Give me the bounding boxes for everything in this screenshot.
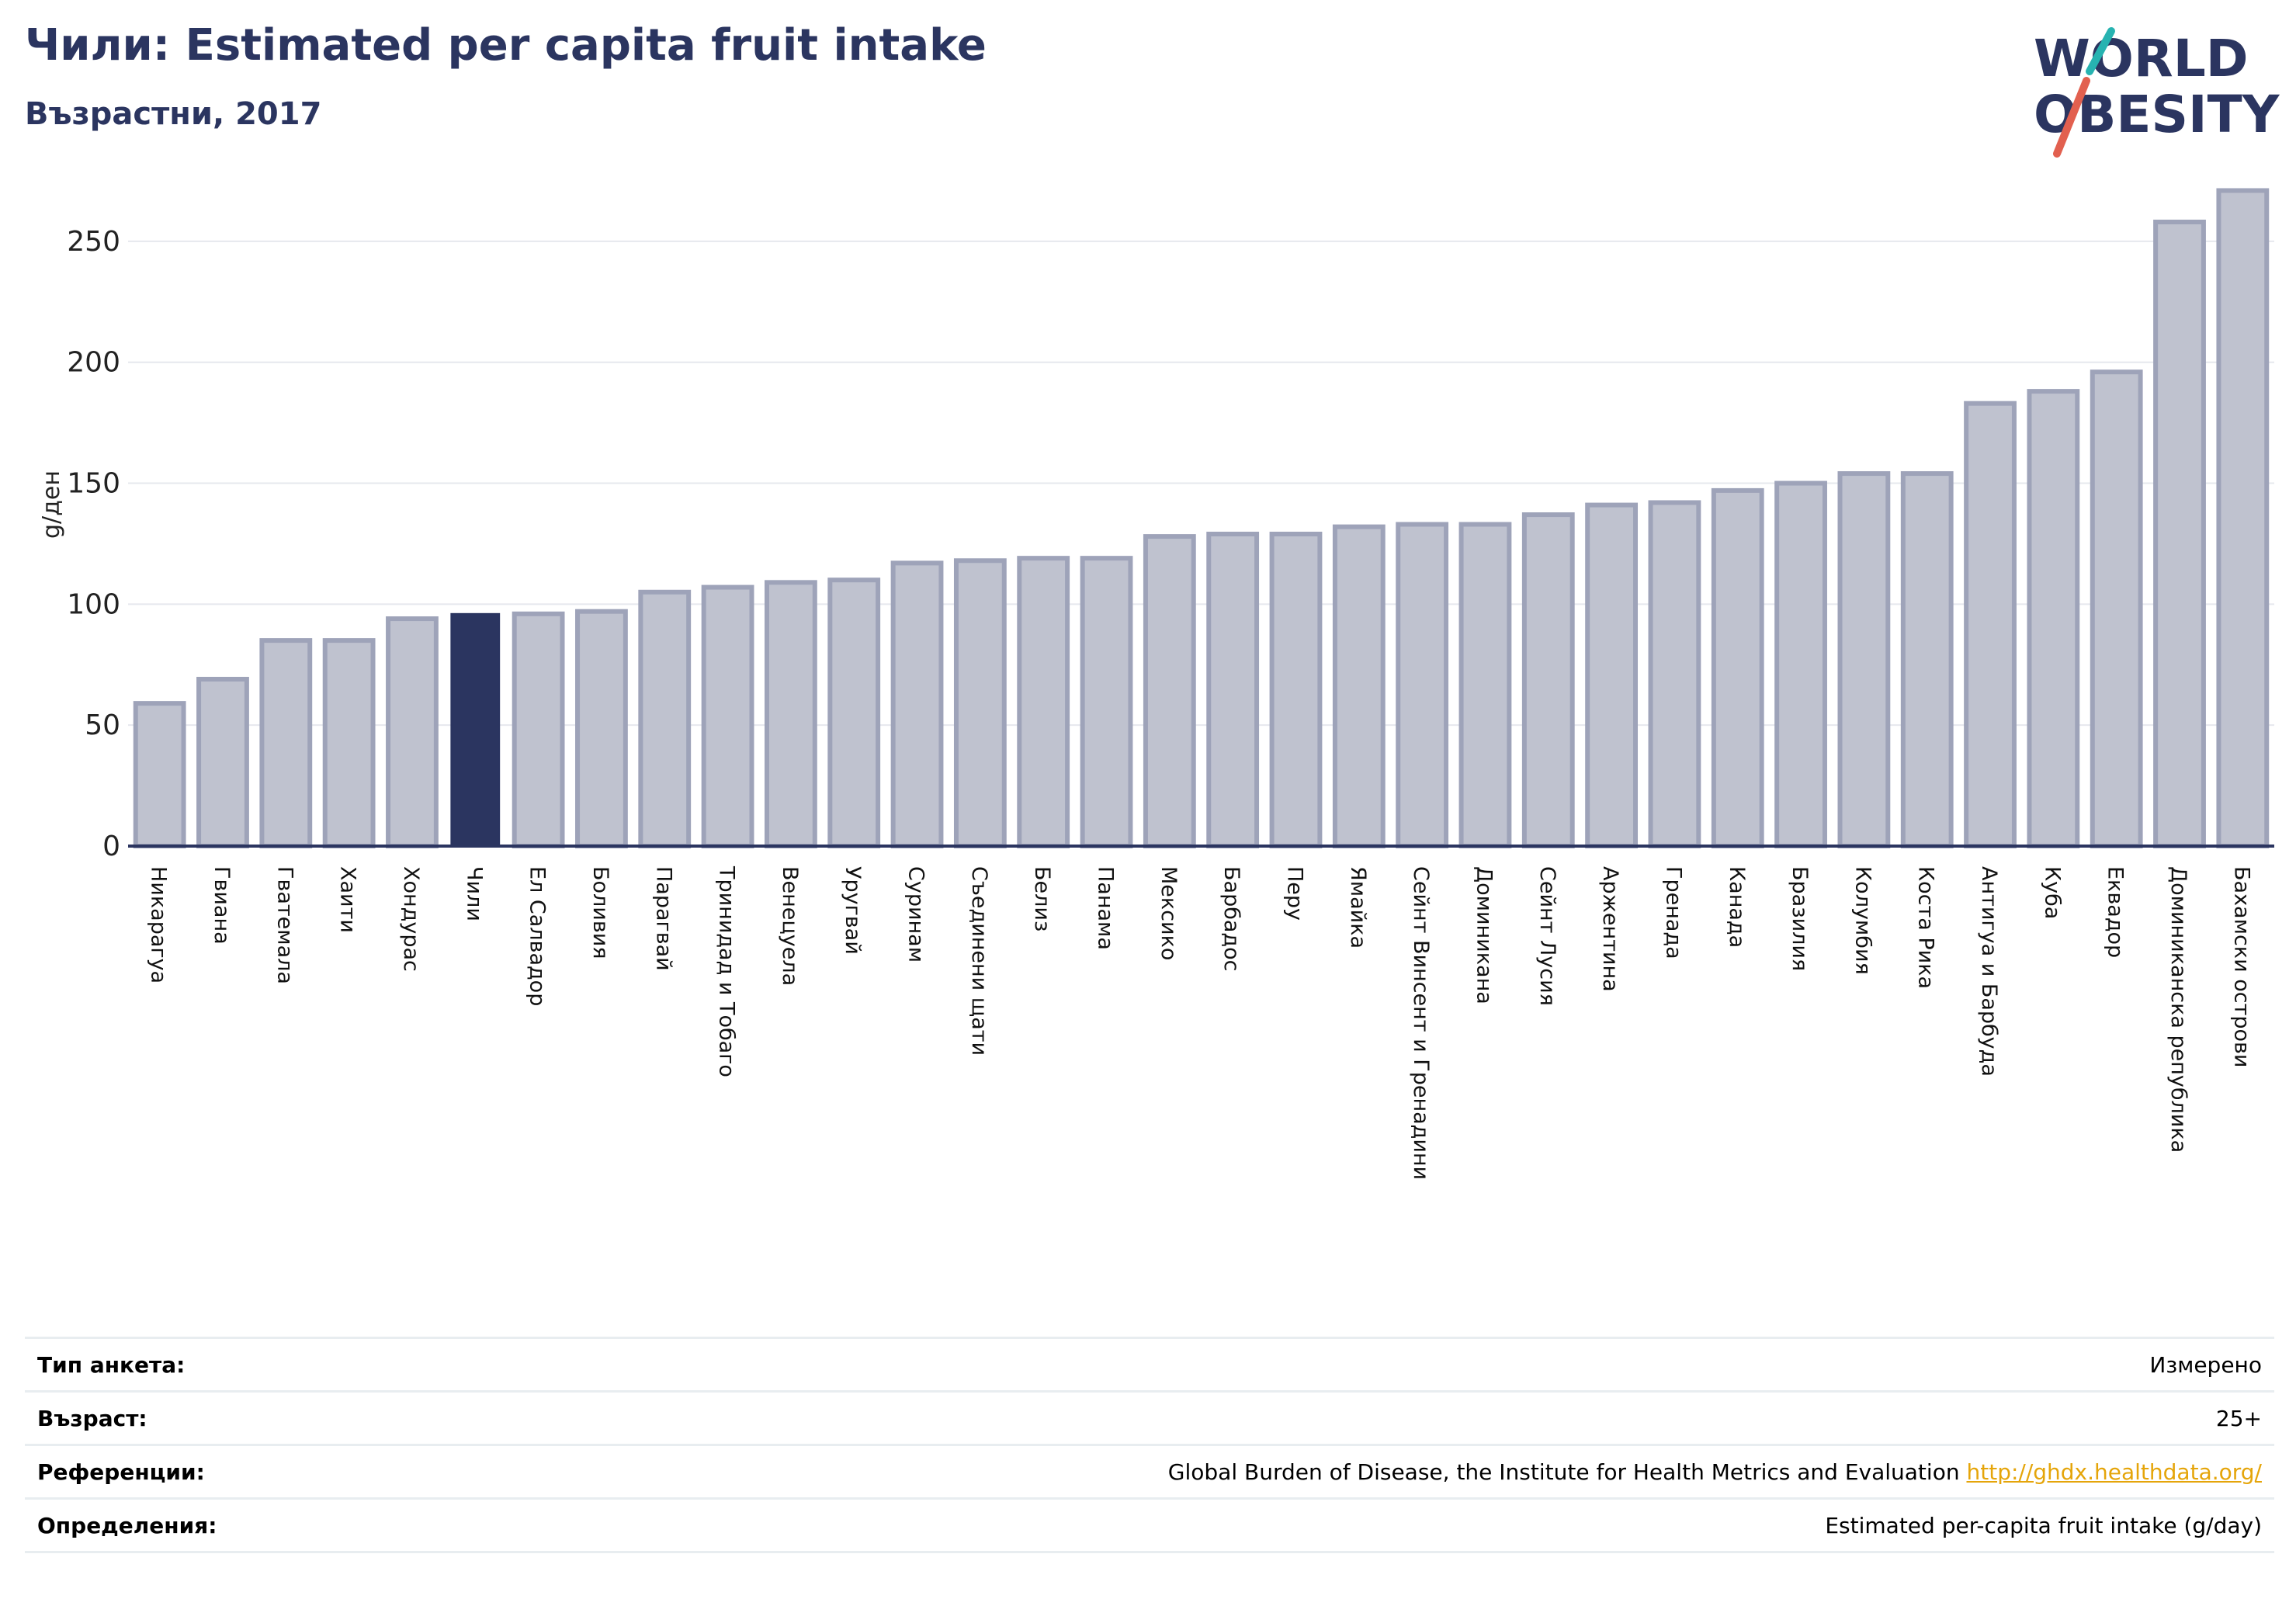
x-tick-label: Доминиканска република xyxy=(2166,866,2190,1153)
bar xyxy=(512,611,565,848)
bar xyxy=(764,580,817,848)
bar xyxy=(1269,531,1323,848)
x-tick-label: Ямайка xyxy=(1346,866,1370,949)
x-tick-label: Боливия xyxy=(588,866,612,959)
bar xyxy=(1143,534,1196,848)
info-table: Тип анкета: Измерено Възраст: 25+ Рефере… xyxy=(25,1337,2274,1553)
x-tick-label: Куба xyxy=(2040,866,2064,919)
bar xyxy=(2027,389,2080,848)
bar xyxy=(953,558,1007,848)
x-tick-label: Хаити xyxy=(336,866,360,933)
info-value: Измерено xyxy=(2149,1351,2262,1378)
info-value: 25+ xyxy=(2215,1405,2262,1431)
x-tick-label: Аржентина xyxy=(1598,866,1622,992)
x-tick-label: Гренада xyxy=(1661,866,1685,959)
x-tick-label: Съединени щати xyxy=(967,866,991,1056)
bar xyxy=(133,701,186,848)
x-tick-label: Колумбия xyxy=(1850,866,1875,975)
bar xyxy=(1017,556,1070,848)
x-tick-label: Ел Салвадор xyxy=(525,866,550,1006)
bar xyxy=(1585,502,1639,848)
bar xyxy=(1774,480,1827,849)
x-tick-label: Чили xyxy=(462,866,486,921)
bar xyxy=(638,589,692,848)
bar xyxy=(1711,487,1764,848)
info-row-definitions: Определения: Estimated per-capita fruit … xyxy=(25,1500,2274,1553)
info-label: Тип анкета: xyxy=(37,1351,186,1378)
x-tick-label: Еквадор xyxy=(2104,866,2128,958)
bar xyxy=(701,584,754,848)
bar xyxy=(575,609,628,848)
bar xyxy=(2216,188,2270,848)
reference-text: Global Burden of Disease, the Institute … xyxy=(1167,1459,1960,1485)
x-tick-label: Сейнт Винсент и Гренадини xyxy=(1409,866,1433,1180)
info-row-age: Възраст: 25+ xyxy=(25,1393,2274,1446)
info-row-references: Референции: Global Burden of Disease, th… xyxy=(25,1446,2274,1500)
bar xyxy=(322,638,376,848)
x-tick-label: Канада xyxy=(1725,866,1749,948)
bar-chart: 0 50 100 150 200 250 g/ден Никарагуа Гвиана Гвате… xyxy=(38,188,2274,1180)
x-tick-label: Гвиана xyxy=(210,866,234,945)
logo-slash-teal xyxy=(2086,27,2115,75)
x-tick-label: Уругвай xyxy=(841,866,865,955)
x-tick-label: Коста Рика xyxy=(1914,866,1938,989)
logo-word-world: WORLD xyxy=(2034,29,2249,88)
x-tick-label: Бразилия xyxy=(1788,866,1812,971)
info-value: Estimated per-capita fruit intake (g/day… xyxy=(1825,1512,2262,1538)
bar-highlight xyxy=(450,612,501,847)
x-tick-label: Тринидад и Тобаго xyxy=(715,865,739,1077)
bar xyxy=(890,560,944,848)
bar xyxy=(1837,471,1891,849)
x-tick-label: Белиз xyxy=(1030,866,1054,931)
bar xyxy=(2090,369,2143,848)
y-tick-label: 0 xyxy=(102,831,120,862)
world-obesity-logo: WORLD OBESITY xyxy=(2034,27,2280,158)
bar xyxy=(196,676,249,848)
y-tick-label: 100 xyxy=(67,588,120,620)
x-tick-label: Парагвай xyxy=(651,866,675,971)
bar xyxy=(1080,556,1133,848)
bar xyxy=(1458,522,1512,848)
info-label: Определения: xyxy=(37,1512,217,1538)
x-tick-label: Суринам xyxy=(904,866,928,963)
y-tick-label: 150 xyxy=(67,468,120,500)
bar xyxy=(1396,522,1449,848)
info-label: Референции: xyxy=(37,1459,205,1485)
info-value-references: Global Burden of Disease, the Institute … xyxy=(1168,1459,2262,1485)
bar xyxy=(259,638,313,848)
x-tick-label: Бахамски острови xyxy=(2229,866,2253,1067)
bar xyxy=(2153,219,2206,848)
x-tick-label: Венецуела xyxy=(778,866,802,986)
bar xyxy=(1900,471,1954,849)
x-tick-label: Панама xyxy=(1094,866,1118,950)
x-tick-label: Гватемала xyxy=(272,866,297,984)
bar xyxy=(827,578,881,848)
bar xyxy=(386,616,439,848)
bar xyxy=(1964,401,2017,848)
bar xyxy=(1521,512,1575,848)
chart-subtitle: Възрастни, 2017 xyxy=(25,96,322,132)
bar xyxy=(1648,500,1701,849)
reference-link[interactable]: http://ghdx.healthdata.org/ xyxy=(1966,1459,2262,1485)
x-tick-label: Мексико xyxy=(1157,866,1181,960)
logo-slash-red xyxy=(2053,77,2090,158)
chart-title: Чили: Estimated per capita fruit intake xyxy=(25,20,987,71)
x-tick-label: Антигуа и Барбуда xyxy=(1977,866,2001,1077)
x-tick-label: Барбадос xyxy=(1219,866,1243,971)
info-row-survey-type: Тип анкета: Измерено xyxy=(25,1339,2274,1393)
x-tick-label: Хондурас xyxy=(399,866,423,972)
x-tick-label: Доминикана xyxy=(1472,866,1496,1004)
y-tick-label: 50 xyxy=(85,709,120,741)
info-label: Възраст: xyxy=(37,1405,147,1431)
bar xyxy=(1206,531,1260,848)
y-tick-label: 200 xyxy=(67,347,120,379)
x-tick-label: Перу xyxy=(1282,866,1306,921)
x-tick-label: Никарагуа xyxy=(147,866,171,983)
y-axis-label: g/ден xyxy=(38,470,65,539)
x-tick-label: Сейнт Лусия xyxy=(1535,866,1559,1006)
bar xyxy=(1332,524,1386,848)
y-tick-label: 250 xyxy=(67,226,120,258)
